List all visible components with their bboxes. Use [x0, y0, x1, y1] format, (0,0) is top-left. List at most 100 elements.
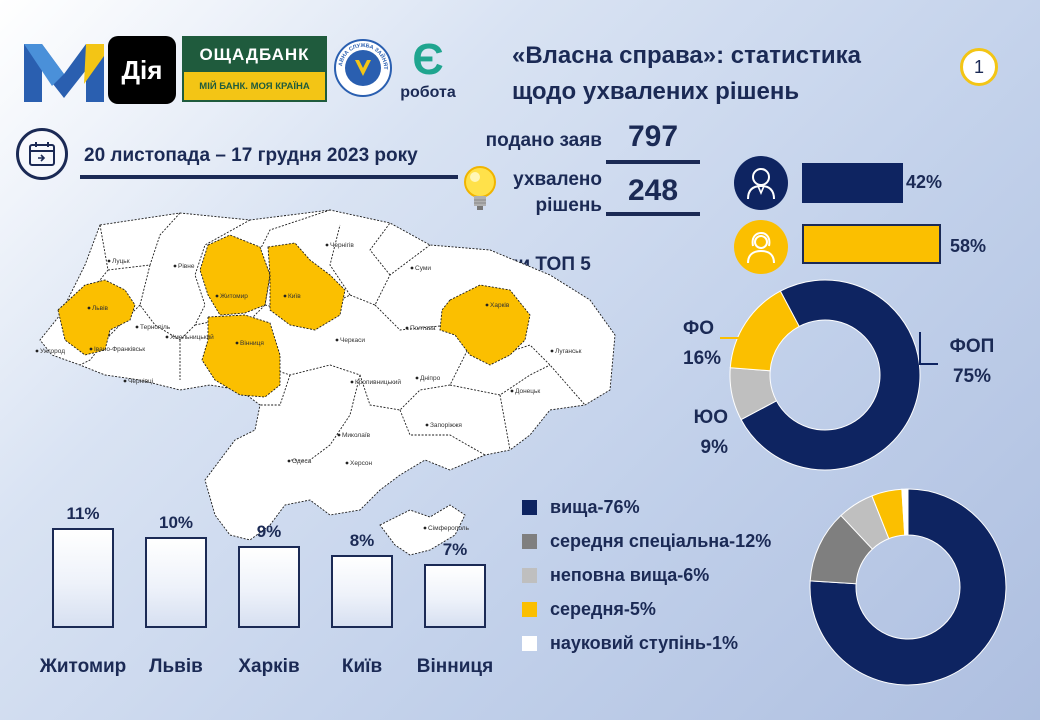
map-city-dot	[325, 243, 329, 247]
robota-logo: Є робота	[396, 36, 460, 106]
bar-category-label: Київ	[341, 656, 383, 677]
map-city-label: Запоріжжя	[430, 421, 462, 429]
kharkiv-region-highlight	[439, 284, 531, 366]
map-city-dot	[89, 347, 93, 351]
map-city-label: Харків	[490, 301, 510, 309]
map-city-dot	[235, 341, 239, 345]
map-city-label: Ужгород	[40, 348, 65, 355]
education-legend: вища-76% середня спеціальна-12% неповна ви…	[522, 490, 771, 660]
fo-value: 16%	[683, 348, 722, 369]
bar-value-label: 7%	[442, 540, 468, 560]
page-number-badge: 1	[960, 48, 998, 86]
education-legend-item: науковий ступінь-1%	[522, 626, 771, 660]
approved-value: 248	[627, 174, 679, 207]
fo-leader-line	[720, 327, 751, 339]
map-city-dot	[283, 294, 287, 298]
education-segment	[809, 488, 1007, 686]
map-city-dot	[345, 461, 349, 465]
fop-name: ФОП	[949, 336, 995, 357]
title-line-1: «Власна справа»: статистика	[512, 42, 861, 69]
map-city-dot	[173, 264, 177, 268]
period-underline	[80, 175, 458, 179]
men-share-bar	[802, 163, 903, 203]
legend-swatch	[522, 601, 537, 617]
map-city-dot	[410, 266, 414, 270]
map-city-dot	[35, 349, 39, 353]
men-share-value: 42%	[906, 172, 943, 192]
yuo-value: 9%	[700, 437, 728, 458]
legal-form-fo-label: ФО 16%	[683, 314, 721, 374]
legend-label: середня-5%	[550, 598, 656, 619]
education-legend-item: вища-76%	[522, 490, 771, 524]
legend-swatch	[522, 635, 537, 651]
fop-value: 75%	[952, 366, 992, 387]
oschadbank-name: ОЩАДБАНК	[199, 45, 310, 64]
legend-swatch	[522, 533, 537, 549]
education-legend-item: середня-5%	[522, 592, 771, 626]
map-city-label: Кропивницький	[355, 378, 401, 386]
legend-label: неповна вища-6%	[550, 564, 710, 585]
legend-swatch	[522, 499, 537, 515]
bar-value-label: 11%	[66, 504, 100, 523]
map-city-label: Рівне	[178, 262, 195, 270]
ukraine-map: Чернігів Луцьк Рівне Житомир Київ Суми Львів Те…	[35, 209, 616, 556]
map-city-label: Херсон	[350, 460, 373, 467]
map-city-dot	[405, 326, 409, 330]
map-city-label: Одеса	[292, 458, 312, 465]
fo-name: ФО	[683, 318, 714, 339]
approved-label-line-1: ухвалено	[513, 169, 602, 190]
map-city-dot	[123, 379, 127, 383]
map-city-label: Луцьк	[112, 258, 130, 265]
legend-label: середня спеціальна-12%	[550, 530, 772, 551]
lightbulb-icon	[464, 166, 496, 210]
map-city-label: Хмельницький	[170, 333, 214, 341]
calendar-icon	[16, 128, 68, 180]
bar-5	[424, 564, 486, 628]
map-city-label: Чернігів	[330, 241, 354, 249]
map-city-label: Миколаїв	[342, 432, 371, 439]
lviv-region-highlight	[57, 279, 136, 356]
bar-value-label: 10%	[158, 513, 194, 533]
map-city-dot	[165, 335, 169, 339]
submitted-underline	[606, 160, 700, 164]
legend-label: науковий ступінь-1%	[550, 632, 738, 653]
women-share-bar	[802, 224, 942, 264]
bar-category-label: Львів	[149, 656, 203, 677]
map-city-dot	[337, 433, 341, 437]
education-legend-item: неповна вища-6%	[522, 558, 771, 592]
oschadbank-slogan: МІЙ БАНК. МОЯ КРАЇНА	[184, 72, 325, 100]
bar-value-label: 8%	[349, 531, 375, 551]
submitted-value: 797	[627, 120, 679, 153]
map-city-label: Сімферополь	[428, 524, 470, 532]
ministry-logo	[24, 44, 104, 102]
education-donut-chart	[809, 488, 1007, 686]
legal-form-fop-label: ФОП 75%	[942, 332, 1002, 392]
map-city-dot	[550, 349, 554, 353]
map-city-dot	[415, 376, 419, 380]
education-legend-item: середня спеціальна-12%	[522, 524, 771, 558]
map-city-dot	[350, 380, 354, 384]
submitted-label: подано заяв	[485, 130, 602, 151]
bar-1	[52, 528, 114, 628]
map-city-dot	[510, 389, 514, 393]
approved-underline	[606, 212, 700, 216]
map-city-label: Львів	[92, 304, 109, 312]
bar-category-label: Вінниця	[416, 656, 494, 677]
map-city-label: Київ	[288, 293, 301, 300]
period-text: 20 листопада – 17 грудня 2023 року	[84, 145, 418, 166]
bar-category-label: Харків	[238, 656, 300, 677]
map-city-dot	[135, 325, 139, 329]
map-city-label: Луганськ	[555, 348, 582, 355]
man-icon	[734, 156, 788, 210]
map-city-label: Черкаси	[340, 337, 365, 344]
approved-label-line-2: рішень	[535, 195, 602, 216]
region-borders-east	[264, 222, 586, 406]
title-line-2: щодо ухвалених рішень	[512, 78, 800, 105]
legal-form-segment	[729, 290, 800, 372]
yuo-name: ЮО	[693, 407, 728, 428]
education-segment	[901, 488, 909, 536]
legal-form-yuo-label: ЮО 9%	[688, 403, 728, 463]
map-city-label: Дніпро	[420, 374, 441, 382]
woman-icon	[734, 220, 788, 274]
legal-form-segment	[740, 279, 921, 471]
